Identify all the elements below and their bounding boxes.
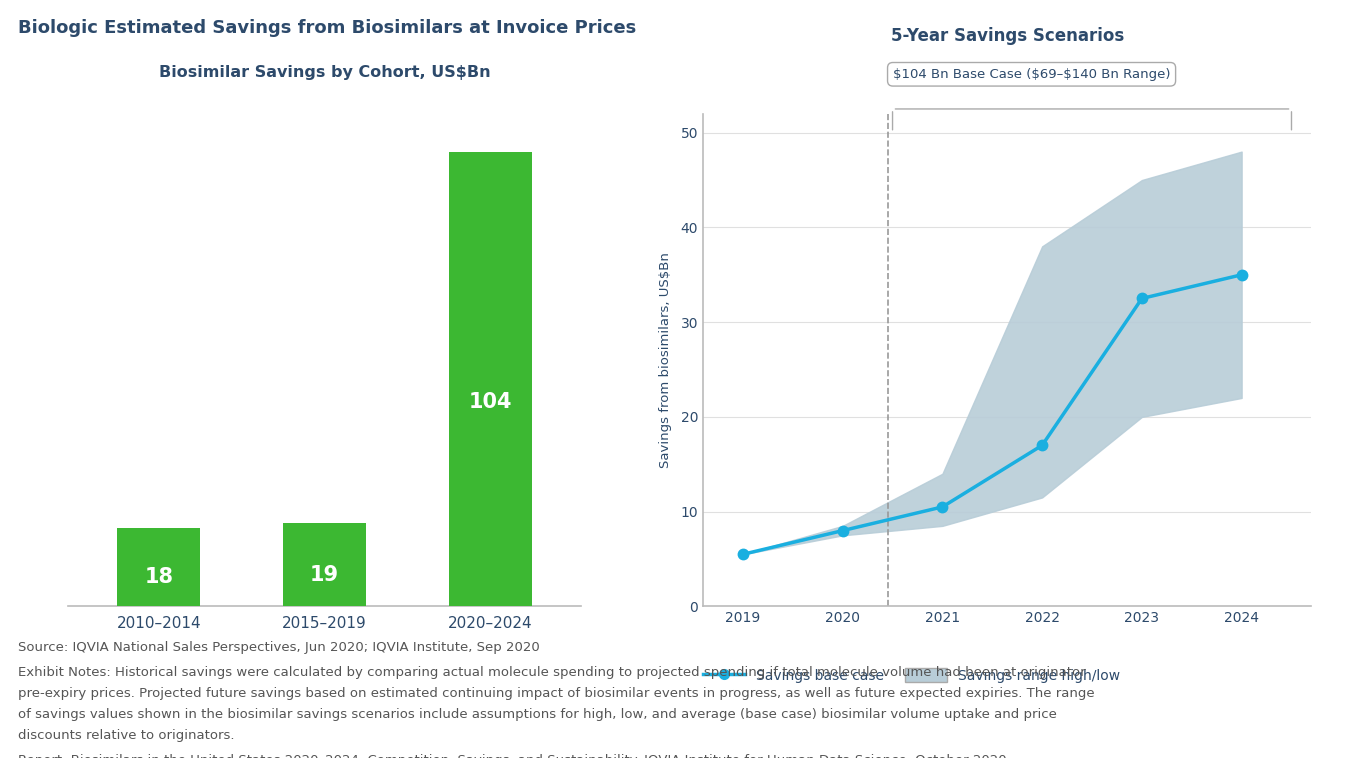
Title: Biosimilar Savings by Cohort, US$Bn: Biosimilar Savings by Cohort, US$Bn	[158, 65, 491, 80]
Text: of savings values shown in the biosimilar savings scenarios include assumptions : of savings values shown in the biosimila…	[18, 708, 1056, 721]
Text: pre-expiry prices. Projected future savings based on estimated continuing impact: pre-expiry prices. Projected future savi…	[18, 687, 1094, 700]
Text: discounts relative to originators.: discounts relative to originators.	[18, 729, 234, 742]
Text: $104 Bn Base Case ($69–$140 Bn Range): $104 Bn Base Case ($69–$140 Bn Range)	[892, 67, 1171, 81]
Text: Source: IQVIA National Sales Perspectives, Jun 2020; IQVIA Institute, Sep 2020: Source: IQVIA National Sales Perspective…	[18, 641, 539, 653]
Legend: Savings base case, Savings range high/low: Savings base case, Savings range high/lo…	[698, 662, 1125, 688]
Y-axis label: Savings from biosimilars, US$Bn: Savings from biosimilars, US$Bn	[660, 252, 672, 468]
Text: 18: 18	[145, 566, 173, 587]
Bar	[283, 524, 366, 606]
Bar	[118, 528, 200, 606]
Text: Report: Biosimilars in the United States 2020–2024: Competition, Savings, and Su: Report: Biosimilars in the United States…	[18, 754, 1006, 758]
Title: 5-Year Savings Scenarios: 5-Year Savings Scenarios	[891, 27, 1124, 45]
Text: 19: 19	[310, 565, 339, 585]
Text: Biologic Estimated Savings from Biosimilars at Invoice Prices: Biologic Estimated Savings from Biosimil…	[18, 19, 635, 37]
Bar	[449, 152, 531, 606]
Text: 104: 104	[468, 392, 512, 412]
Text: Exhibit Notes: Historical savings were calculated by comparing actual molecule s: Exhibit Notes: Historical savings were c…	[18, 666, 1086, 678]
